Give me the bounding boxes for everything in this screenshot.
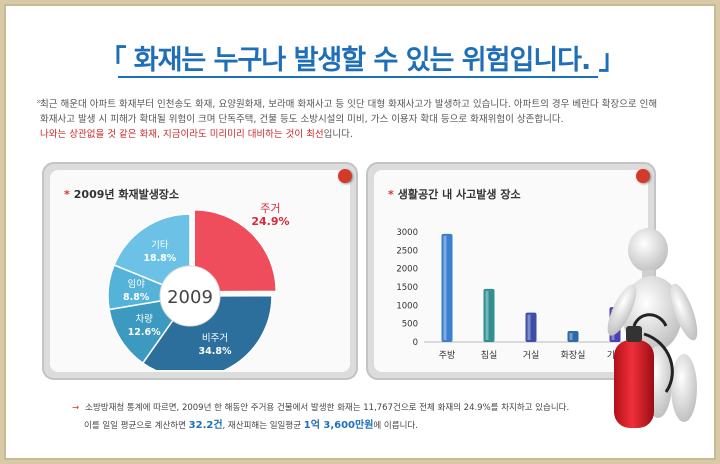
y-tick-label: 2500 [396, 246, 418, 256]
y-tick-label: 3000 [396, 228, 418, 238]
bar-highlight [443, 235, 447, 340]
x-tick-label: 주방 [439, 350, 456, 361]
bar [441, 233, 453, 342]
bar-highlight [527, 314, 531, 340]
pie-slice-label: 기타 [151, 240, 169, 251]
pie-slice-label: 주거 [260, 202, 280, 215]
pie-slice [193, 208, 277, 293]
intro-text: 최근 해운대 아파트 화재부터 인천송도 화재, 요양원화재, 보라매 화재사고… [40, 97, 690, 142]
bar [483, 288, 495, 342]
pie-slice-label: 임야 [127, 278, 145, 290]
daily-property-damage: 1억 3,600만원 [303, 420, 374, 431]
y-tick-label: 2000 [396, 265, 418, 275]
pie-value-label: 8.8% [123, 292, 150, 303]
pie-slice-label: 차량 [135, 313, 153, 325]
pie-value-label: 24.9% [251, 215, 289, 228]
x-tick-label: 화장실 [561, 350, 586, 361]
intro-tail: 입니다. [323, 129, 353, 140]
x-tick-label: 거실 [523, 350, 540, 361]
title-underline [118, 76, 598, 78]
intro-highlight: 나와는 상관없을 것 같은 화재, 지금이라도 미리미리 대비하는 것이 최선 [40, 129, 324, 140]
y-tick-label: 1000 [396, 301, 418, 311]
page-frame: 「 화재는 누구나 발생할 수 있는 위험입니다. 」 » 최근 해운대 아파트… [4, 4, 716, 460]
pie-panel: * 2009년 화재발생장소 주거 24.9% 비주거 34.8% 차량 12.6% 임야 8.… [42, 162, 358, 380]
daily-average-count: 32.2건 [188, 420, 223, 431]
pie-panel-inner: * 2009년 화재발생장소 주거 24.9% 비주거 34.8% 차량 12.6% 임야 8.… [50, 170, 350, 372]
intro-bullet: » [36, 97, 42, 107]
footer-line-1: → 소방방재청 통계에 따르면, 2009년 한 해동안 주거용 건물에서 발생한… [72, 403, 570, 413]
intro-line-2: 화재사고 발생 시 피해가 확대될 위험이 크며 단독주택, 건물 등도 소방시… [40, 114, 564, 125]
pushpin-icon [338, 169, 352, 183]
x-tick-label: 침실 [481, 350, 498, 361]
pie-title: * 2009년 화재발생장소 [64, 188, 180, 201]
pie-value-label: 34.8% [199, 346, 232, 357]
pie-slice [141, 294, 273, 370]
y-tick-label: 1500 [396, 283, 418, 293]
footer-line-2: 이를 일일 평균으로 계산하면 32.2건, 재산피해는 일일평균 1억 3,6… [84, 420, 418, 431]
bar [525, 312, 537, 342]
pie-value-label: 12.6% [128, 327, 161, 338]
bar [567, 331, 579, 342]
pie-center-hole [159, 265, 221, 327]
intro-line-1: 최근 해운대 아파트 화재부터 인천송도 화재, 요양원화재, 보라매 화재사고… [40, 99, 658, 110]
pie-value-label: 18.8% [143, 253, 176, 264]
footer-text: → 소방방재청 통계에 따르면, 2009년 한 해동안 주거용 건물에서 발생한… [72, 399, 569, 435]
page-title: 「 화재는 누구나 발생할 수 있는 위험입니다. 」 [99, 45, 625, 76]
bar-highlight [569, 333, 573, 340]
pushpin-icon [636, 169, 650, 183]
y-tick-label: 500 [402, 320, 418, 330]
bar-panel: * 생활공간 내 사고발생 장소 0 500 1000 1500 2000 2500 3000… [366, 162, 656, 380]
pie-slice-label: 비주거 [202, 333, 228, 344]
intro-line-3: 나와는 상관없을 것 같은 화재, 지금이라도 미리미리 대비하는 것이 최선입… [40, 127, 690, 142]
y-tick-label: 0 [413, 338, 418, 348]
bar-highlight [485, 290, 489, 340]
pie-center-label: 2009 [167, 287, 213, 308]
mannequin-extinguisher-illustration [607, 228, 698, 428]
bar-title: * 생활공간 내 사고발생 장소 [388, 188, 521, 201]
